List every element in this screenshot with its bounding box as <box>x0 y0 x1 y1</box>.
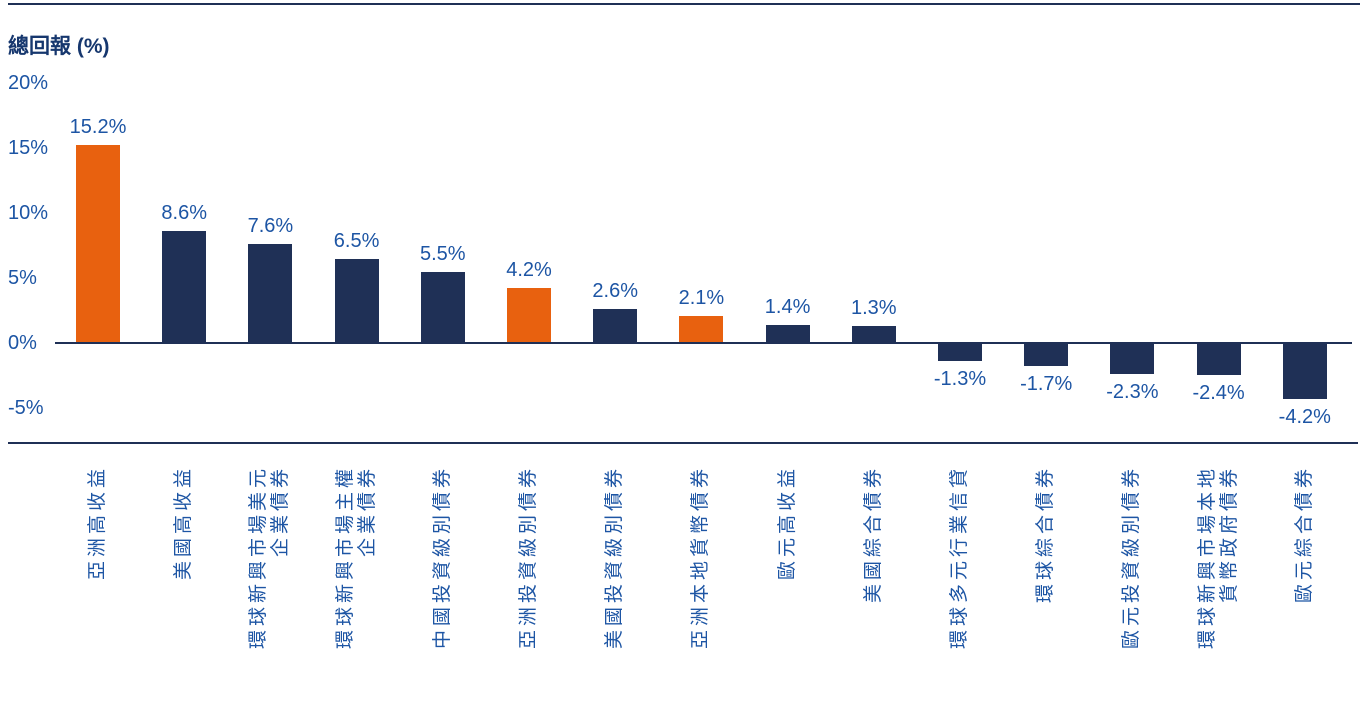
bar-2 <box>162 231 207 343</box>
y-axis-tick: 20% <box>8 72 49 94</box>
bar-value-label: -4.2% <box>1278 405 1331 428</box>
category-label: 環球綜合債券 <box>1035 465 1057 604</box>
bar-value-label: -1.3% <box>933 367 987 390</box>
category-label: 環球新興市場主權 企業債券 <box>334 465 378 650</box>
y-axis-tick: 10% <box>8 202 49 224</box>
category-label: 亞洲投資級別債券 <box>518 465 539 650</box>
bar-4 <box>334 258 379 343</box>
category-label: 美國投資級別債券 <box>604 465 626 650</box>
page-title: 總回報 (%) <box>8 35 110 58</box>
category-label: 美國高收益 <box>173 465 195 581</box>
category-label: 歐元高收益 <box>776 465 798 581</box>
bar-value-label: 15.2% <box>69 116 127 139</box>
category-label: 歐元投資級別債券 <box>1121 465 1143 650</box>
bar-value-label: 8.6% <box>161 202 207 225</box>
bottom-rule <box>8 442 1358 444</box>
bar-value-label: 2.1% <box>678 286 725 309</box>
y-axis-tick: 0% <box>8 332 37 354</box>
y-axis-tick: 15% <box>8 137 49 159</box>
category-label: 環球多元行業信貸 <box>949 465 970 650</box>
bar-value-label: 6.5% <box>333 229 380 252</box>
bar-value-label: -2.3% <box>1106 380 1159 403</box>
bar-15 <box>1282 344 1327 399</box>
bar-7 <box>593 309 638 343</box>
category-label: 亞洲本地貨幣債券 <box>690 465 712 650</box>
category-label: 亞洲高收益 <box>87 465 108 581</box>
y-axis-tick: 5% <box>8 267 37 289</box>
category-label: 美國綜合債券 <box>862 465 884 604</box>
bar-10 <box>851 326 896 343</box>
bar-value-label: 7.6% <box>247 215 294 238</box>
bar-13 <box>1110 344 1155 374</box>
bar-value-label: 2.6% <box>592 280 638 303</box>
category-label: 中國投資級別債券 <box>431 465 453 650</box>
bar-6 <box>507 288 551 343</box>
bar-value-label: 1.4% <box>764 295 811 318</box>
bar-14 <box>1196 344 1241 376</box>
bar-11 <box>938 344 982 361</box>
bar-8 <box>679 315 724 343</box>
bar-value-label: 4.2% <box>506 259 552 282</box>
bar-5 <box>420 271 465 343</box>
bar-value-label: -2.4% <box>1192 382 1245 405</box>
bar-value-label: 1.3% <box>851 297 897 320</box>
category-label: 環球新興市場美元 企業債券 <box>248 465 292 650</box>
bar-3 <box>248 244 293 343</box>
bar-12 <box>1024 344 1069 367</box>
zero-axis-line <box>55 342 1352 344</box>
bar-9 <box>765 324 810 343</box>
top-rule <box>8 3 1360 5</box>
bar-value-label: 5.5% <box>420 242 466 265</box>
bar-value-label: -1.7% <box>1020 373 1073 396</box>
category-label: 環球新興市場本地 貨幣政府債券 <box>1196 465 1240 650</box>
y-axis-tick: -5% <box>8 397 44 419</box>
category-label: 歐元綜合債券 <box>1293 465 1315 604</box>
bar-1 <box>76 145 120 343</box>
